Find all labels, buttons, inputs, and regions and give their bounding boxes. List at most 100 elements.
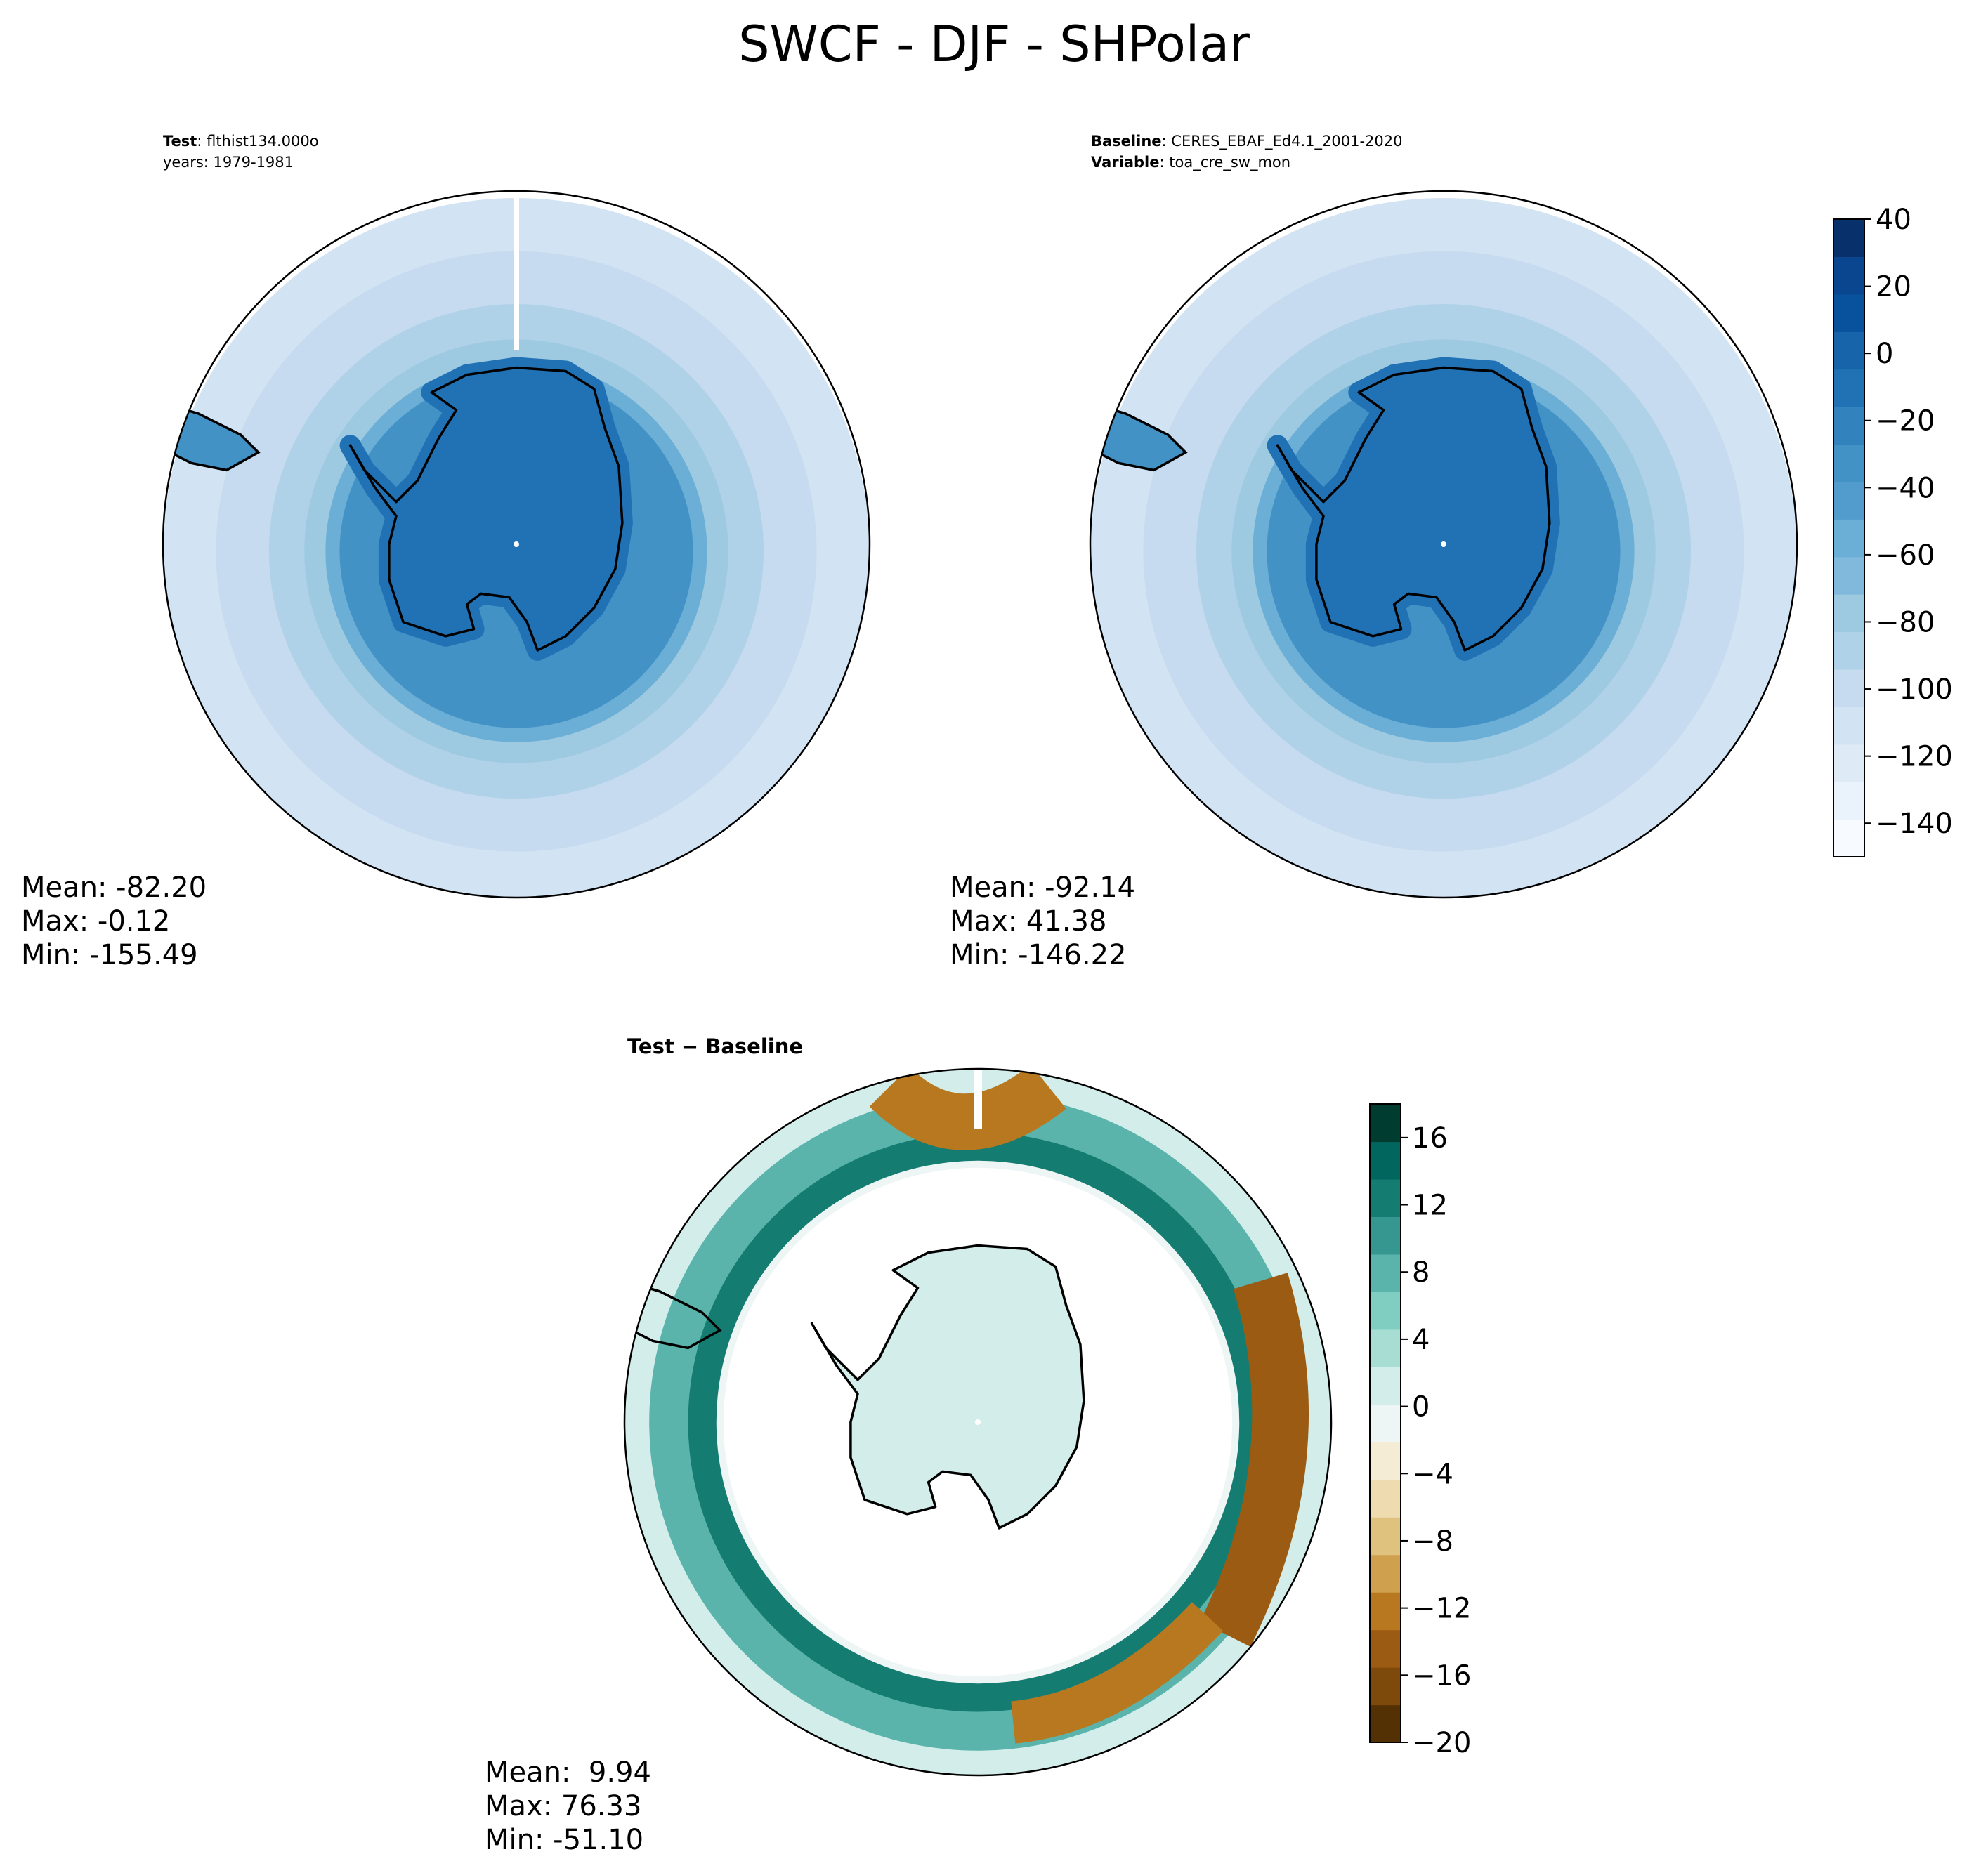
page-title: SWCF - DJF - SHPolar [738, 15, 1250, 73]
south-america-shading [163, 402, 259, 471]
colorbar-segment-0 [1370, 1704, 1401, 1743]
colorbar-segment-9 [1833, 481, 1864, 520]
brbg-colorbar: 16 12 8 4 0 −4 −8 −12 −16 −20 [1369, 1103, 1471, 1759]
colorbar-segment-6 [1370, 1479, 1401, 1518]
colorbar-segment-15 [1370, 1141, 1401, 1180]
baseline-mean: Mean: -92.14 [950, 872, 1136, 904]
south-pole-marker [1441, 541, 1446, 547]
test-polar-map [162, 190, 871, 899]
colorbar-tick-label: 40 [1876, 204, 1911, 236]
blues-colorbar: 40 20 0 −20 −40 −60 −80 −100 −120 −140 [1833, 204, 1953, 857]
antarctica-diff-shading [811, 1245, 1084, 1528]
negative-patch-north [869, 1069, 1066, 1150]
map-boundary-circle [623, 1067, 1333, 1777]
colorbar-segment-1 [1370, 1667, 1401, 1706]
colorbar-segment-10 [1370, 1329, 1401, 1367]
test-years: years: 1979-1981 [163, 154, 294, 171]
colorbar-tick-label: 0 [1412, 1391, 1430, 1424]
test-label-key: Test [163, 133, 197, 150]
negative-patch-east [1200, 1273, 1309, 1647]
colorbar-segment-7 [1370, 1442, 1401, 1480]
colorbar-tick-label: 0 [1876, 338, 1893, 370]
south-pole-marker [514, 541, 519, 547]
map-field [1090, 198, 1797, 898]
antarctica-shading [350, 367, 622, 650]
colorbar-segment-1 [1833, 782, 1864, 820]
baseline-max: Max: 41.38 [950, 905, 1107, 938]
colorbar-tick-label: −12 [1412, 1593, 1471, 1625]
colorbar-segment-11 [1370, 1292, 1401, 1330]
colorbar-tick-label: 8 [1412, 1256, 1430, 1289]
diff-stats: Mean: 9.94 Max: 76.33 Min: -51.10 [485, 1756, 651, 1857]
missing-data-strip [974, 1069, 982, 1129]
variable-label-value: toa_cre_sw_mon [1169, 154, 1291, 171]
colorbar-tick-label: −140 [1876, 808, 1953, 840]
missing-data-strip [514, 191, 519, 350]
map-field [624, 1069, 1331, 1775]
colorbar-segment-14 [1833, 294, 1864, 332]
colorbar-segment-5 [1370, 1517, 1401, 1556]
colorbar-segment-12 [1833, 369, 1864, 407]
colorbar-tick-label: −80 [1876, 606, 1935, 638]
diff-min: Min: -51.10 [485, 1824, 644, 1856]
baseline-stats: Mean: -92.14 Max: 41.38 Min: -146.22 [950, 871, 1135, 972]
test-max: Max: -0.12 [21, 905, 171, 938]
map-field [163, 191, 870, 898]
colorbar-segment-4 [1370, 1554, 1401, 1593]
map-boundary-circle [162, 190, 871, 899]
colorbar-tick-label: −16 [1412, 1660, 1471, 1692]
colorbar-segment-0 [1833, 819, 1864, 857]
diff-max: Max: 76.33 [485, 1790, 642, 1822]
colorbar-tick-label: 16 [1412, 1122, 1448, 1155]
baseline-label-value: CERES_EBAF_Ed4.1_2001-2020 [1171, 133, 1403, 150]
baseline-label-key: Baseline [1091, 133, 1162, 150]
colorbar-segment-2 [1370, 1629, 1401, 1668]
antarctica-coastline [1276, 366, 1551, 652]
colorbar-tick-label: −4 [1412, 1458, 1453, 1490]
colorbar-frame [1833, 218, 1865, 857]
colorbar-tick-label: 20 [1876, 271, 1911, 303]
colorbar-segment-12 [1370, 1254, 1401, 1292]
colorbar-tick-label: −20 [1876, 405, 1935, 438]
colorbar-segment-3 [1833, 707, 1864, 745]
colorbar-segment-10 [1833, 444, 1864, 482]
colorbar-segment-8 [1833, 519, 1864, 558]
colorbar-segment-13 [1833, 331, 1864, 370]
test-panel-label: Test: flthist134.000o years: 1979-1981 [163, 133, 319, 171]
south-america-shading [1090, 402, 1186, 471]
baseline-polar-map [1089, 190, 1798, 899]
colorbar-segment-7 [1833, 556, 1864, 595]
diff-polar-map [623, 1067, 1333, 1777]
antarctica-shading [1277, 367, 1550, 650]
baseline-min: Min: -146.22 [950, 939, 1127, 971]
colorbar-tick-label: −8 [1412, 1525, 1453, 1558]
colorbar-segment-3 [1370, 1592, 1401, 1631]
colorbar-segment-4 [1833, 669, 1864, 707]
colorbar-segment-14 [1370, 1178, 1401, 1218]
diff-panel-label: Test − Baseline [627, 1034, 804, 1058]
colorbar-frame [1369, 1103, 1401, 1743]
negative-patch-south [1010, 1602, 1224, 1744]
test-mean: Mean: -82.20 [21, 872, 207, 904]
colorbar-tick-label: 4 [1412, 1324, 1430, 1356]
colorbar-segment-16 [1833, 219, 1864, 258]
colorbar-segment-13 [1370, 1216, 1401, 1255]
colorbar-segment-11 [1833, 407, 1864, 445]
colorbar-segment-2 [1833, 744, 1864, 782]
colorbar-tick-label: −20 [1412, 1727, 1471, 1759]
map-boundary-circle [1089, 190, 1798, 899]
antarctica-coastline [810, 1244, 1085, 1530]
baseline-panel-label: Baseline: CERES_EBAF_Ed4.1_2001-2020 Var… [1091, 133, 1403, 171]
colorbar-segment-15 [1833, 256, 1864, 295]
colorbar-tick-label: −100 [1876, 673, 1953, 706]
colorbar-tick-label: −60 [1876, 539, 1935, 572]
test-min: Min: -155.49 [21, 939, 198, 971]
variable-label-key: Variable [1091, 154, 1160, 171]
south-pole-marker [975, 1419, 981, 1425]
colorbar-segment-8 [1370, 1404, 1401, 1442]
colorbar-tick-label: −120 [1876, 741, 1953, 773]
diff-mean: Mean: 9.94 [485, 1756, 651, 1789]
colorbar-segment-5 [1833, 631, 1864, 670]
test-stats: Mean: -82.20 Max: -0.12 Min: -155.49 [21, 871, 207, 972]
